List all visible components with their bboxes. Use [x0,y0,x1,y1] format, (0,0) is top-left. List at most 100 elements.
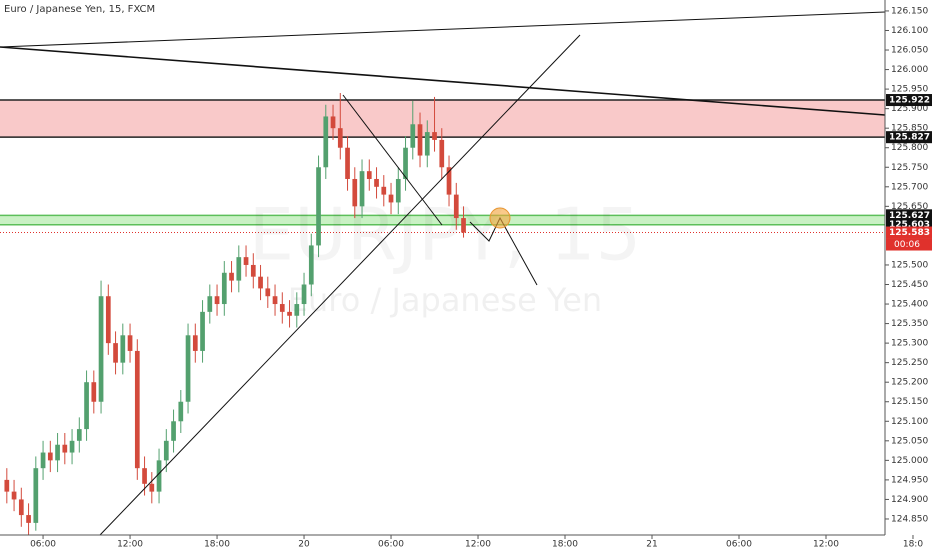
candle-body [207,296,213,312]
candle-body [316,167,321,246]
candle-body [236,257,242,281]
trend-line [0,46,886,116]
candle-body [381,186,387,195]
candle-body [26,515,31,523]
candle-body [301,284,307,305]
marker [489,207,511,229]
y-tick-label: 124.900 [891,495,928,505]
candle-body [308,245,314,285]
candle-body [98,296,104,402]
candles [4,93,466,535]
x-tick-label: 18:00 [552,540,578,550]
candle-body [395,178,401,203]
y-tick-label: 125.950 [891,85,928,95]
candle-body [366,171,372,179]
candle-body [279,304,285,312]
candle-body [345,147,350,179]
trend-line [0,11,886,48]
candle-body [453,194,459,219]
candle-body [294,304,300,316]
y-tick-label: 125.200 [891,378,928,388]
candle-body [178,401,184,422]
x-tick-label: 06:00 [378,540,404,550]
candle-body [272,296,278,305]
candle-body [47,452,53,461]
x-tick-label: 12:00 [813,540,839,550]
candle-body [439,139,445,168]
candle-body [200,311,205,351]
x-tick-label: 06:00 [30,540,56,550]
candle-body [33,468,39,523]
candle-body [11,491,17,500]
candle-body [461,218,466,233]
candle-body [446,167,452,195]
price-axis [885,0,932,550]
candle-body [113,343,118,363]
y-tick-label: 125.750 [891,163,928,173]
y-tick-label: 125.050 [891,436,928,446]
candle-body [134,350,140,469]
candle-body [424,132,430,156]
y-tick-label: 124.950 [891,475,928,485]
zones [0,99,885,234]
y-tick-label: 125.250 [891,358,928,368]
candle-body [163,440,169,461]
y-tick-label: 125.350 [891,319,928,329]
candle-body [359,171,365,207]
candle-body [192,335,198,351]
x-tick-label: 18:0 [903,540,923,550]
candle-body [76,429,82,441]
y-tick-label: 125.500 [891,260,928,270]
y-tick-label: 125.850 [891,124,928,134]
candle-body [323,116,329,168]
candle-body [221,272,227,305]
candle-body [403,147,408,179]
candle-body [185,335,191,402]
y-tick-label: 125.100 [891,417,928,427]
candle-body [91,382,97,402]
x-tick-label: 18:00 [204,540,230,550]
candle-body [105,296,111,344]
price-tag-label: 125.583 [889,228,930,238]
price-tag-label: 125.603 [889,220,930,230]
candle-body [142,468,147,484]
price-tag [886,209,932,222]
y-tick-label: 125.650 [891,202,928,212]
projection [469,216,538,286]
candle-body [229,272,234,281]
trend-line [342,94,443,226]
x-tick-label: 12:00 [465,540,491,550]
y-tick-label: 124.850 [891,514,928,524]
x-tick-label: 06:00 [726,540,752,550]
chart-title: Euro / Japanese Yen, 15, FXCM [4,4,155,15]
candle-body [337,128,343,148]
y-tick-label: 125.000 [891,456,928,466]
candle-body [410,124,416,148]
y-tick-label: 126.050 [891,46,928,56]
price-tag [886,131,932,144]
candle-body [55,444,60,461]
y-tick-label: 126.000 [891,65,928,75]
countdown: 00:06 [894,240,920,250]
candle-body [156,460,162,492]
candle-body [4,479,10,492]
candle-body [120,335,126,363]
zone [0,100,885,138]
zone [0,215,885,225]
axes: 124.850 124.900 124.950 125.000 125.050 125.1… [30,6,928,549]
candle-body [432,132,437,140]
price-tag-label: 125.922 [889,96,930,106]
x-tick-label: 12:00 [117,540,143,550]
y-tick-label: 125.450 [891,280,928,290]
candle-body [62,444,68,453]
y-tick-label: 125.150 [891,397,928,407]
candle-body [388,194,394,203]
candle-body [352,178,358,207]
y-tick-label: 125.800 [891,143,928,153]
candle-body [171,421,176,441]
candle-body [69,440,75,453]
candle-body [149,483,155,492]
candle-body [243,257,249,265]
